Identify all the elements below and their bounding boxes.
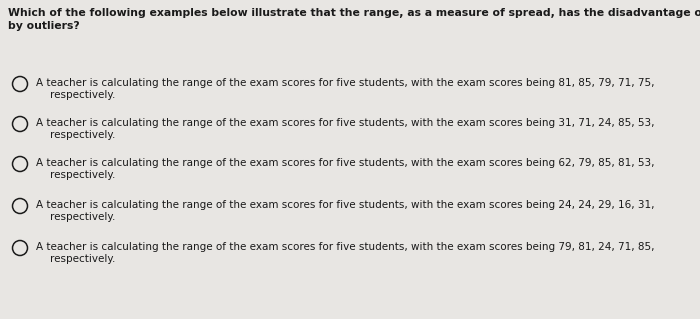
Text: A teacher is calculating the range of the exam scores for five students, with th: A teacher is calculating the range of th… — [36, 200, 654, 210]
Text: Which of the following examples below illustrate that the range, as a measure of: Which of the following examples below il… — [8, 8, 700, 18]
Text: respectively.: respectively. — [50, 90, 116, 100]
Text: respectively.: respectively. — [50, 254, 116, 264]
Text: by outliers?: by outliers? — [8, 21, 80, 31]
Text: respectively.: respectively. — [50, 170, 116, 180]
Text: respectively.: respectively. — [50, 212, 116, 222]
Text: A teacher is calculating the range of the exam scores for five students, with th: A teacher is calculating the range of th… — [36, 158, 654, 168]
Text: A teacher is calculating the range of the exam scores for five students, with th: A teacher is calculating the range of th… — [36, 242, 654, 252]
Text: respectively.: respectively. — [50, 130, 116, 140]
Text: A teacher is calculating the range of the exam scores for five students, with th: A teacher is calculating the range of th… — [36, 118, 654, 128]
Text: A teacher is calculating the range of the exam scores for five students, with th: A teacher is calculating the range of th… — [36, 78, 654, 88]
